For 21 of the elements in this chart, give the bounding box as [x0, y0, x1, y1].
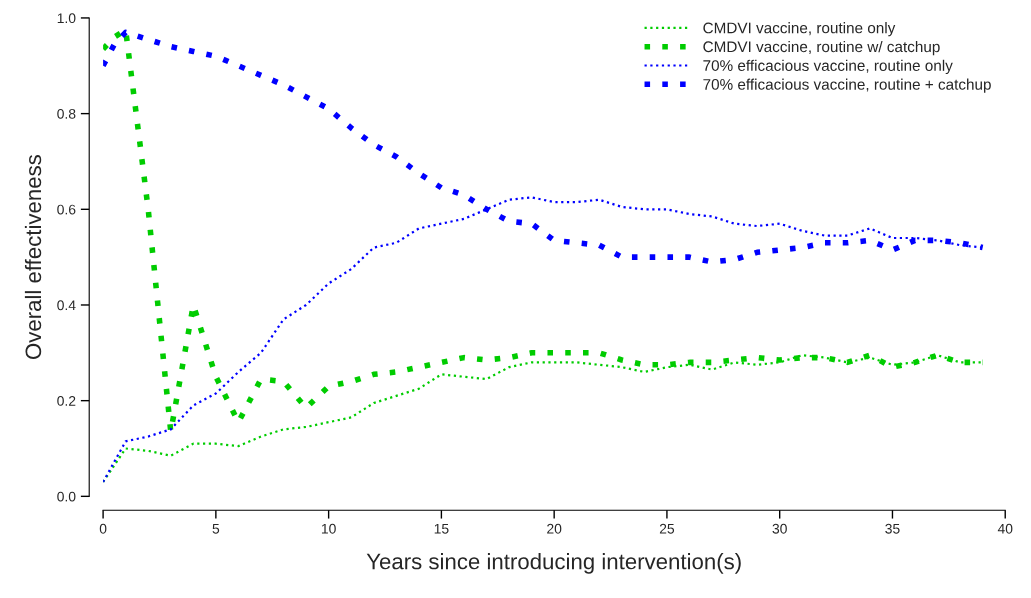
y-axis-title: Overall effectiveness	[24, 155, 42, 360]
legend-label: CMDVI vaccine, routine w/ catchup	[703, 40, 940, 56]
x-tick-label: 20	[547, 523, 562, 534]
x-tick-label: 10	[321, 523, 336, 534]
y-tick-label: 0.0	[57, 491, 76, 502]
x-axis-title: Years since introducing intervention(s)	[366, 553, 741, 574]
x-tick-label: 0	[99, 523, 107, 534]
y-tick-label: 0.2	[57, 395, 76, 406]
x-tick-label: 25	[659, 523, 675, 534]
x-tick-label: 40	[997, 523, 1013, 534]
y-tick-label: 0.4	[57, 300, 76, 311]
x-tick-label: 5	[212, 523, 220, 534]
x-tick-label: 30	[772, 523, 787, 534]
legend-label: CMDVI vaccine, routine only	[703, 22, 896, 37]
y-tick-label: 0.6	[57, 204, 76, 215]
y-tick-label: 1.0	[57, 13, 76, 24]
x-tick-label: 15	[434, 523, 449, 534]
legend-label: 70% efficacious vaccine, routine + catchup	[703, 78, 991, 93]
legend-label: 70% efficacious vaccine, routine only	[703, 59, 953, 75]
x-tick-label: 35	[885, 523, 900, 534]
y-tick-label: 0.8	[57, 108, 76, 119]
